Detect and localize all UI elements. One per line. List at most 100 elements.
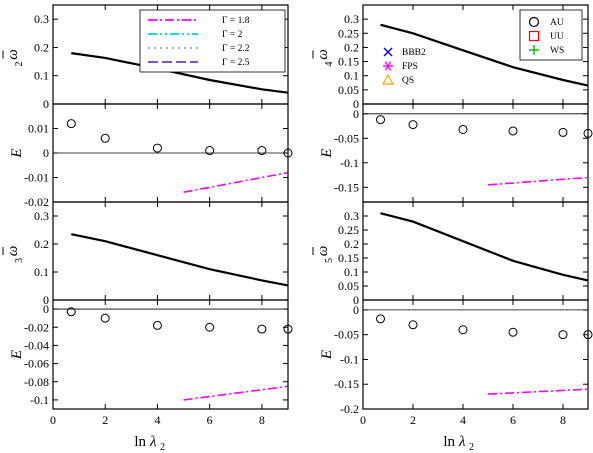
data-point-au (558, 330, 568, 340)
x-label-ln: ln (134, 434, 146, 450)
data-point-au (376, 115, 385, 125)
chart-panel-1: 0 0.1 0.2 0.3 ω 2 (2, 4, 289, 111)
x-axis-label-left: ln λ 2 (134, 434, 165, 453)
legend-label: UU (550, 32, 564, 42)
legend-box (519, 9, 583, 61)
y-tick-label: 0.1 (344, 69, 359, 83)
legend-marker-square (528, 30, 540, 42)
y-tick-label: 0.1 (34, 265, 49, 279)
chart-panel-5: 00.050.10.150.20.250.3 ω 4 (312, 4, 589, 111)
legend-methods-a: AU UU WS (519, 9, 583, 61)
y-tick-label: -0.04 (24, 338, 49, 352)
data-point-au (408, 320, 418, 330)
data-point-au (508, 327, 518, 337)
y-axis-label: ω (5, 49, 21, 60)
y-tick-label: -0.15 (334, 180, 359, 194)
y-axis-label-sub: 2 (14, 62, 25, 67)
x-tick-label: 4 (154, 413, 160, 427)
y-tick-label: 0 (43, 293, 49, 307)
y-axis-label-sub: 5 (324, 258, 335, 263)
y-tick-label: 0.25 (338, 26, 359, 40)
y-axis-label: E (319, 148, 335, 158)
y-tick-label: 0.2 (344, 40, 359, 54)
y-tick-label: 0.3 (34, 12, 49, 26)
series-line-gamma (183, 171, 289, 193)
x-axis-label-right: ln λ 2 (443, 434, 474, 453)
x-tick-label: 2 (102, 413, 108, 427)
series-line-model (71, 233, 289, 287)
chart-panel-4: 0-0.02-0.04-0.06-0.08-0.10 2 4 6 8E (9, 299, 293, 427)
legend-marker-star (384, 61, 392, 71)
legend-label: Γ = 2.5 (222, 58, 250, 68)
y-tick-label: 0 (43, 146, 49, 160)
legend-marker-x (383, 47, 393, 57)
data-point-au (66, 307, 76, 317)
y-tick-label: -0.01 (24, 171, 49, 185)
legend-gamma: Γ = 1.8 Γ = 2 Γ = 2.2 Γ = 2.5 (139, 9, 286, 73)
y-tick-label: -0.02 (24, 195, 49, 209)
y-tick-label: -0.15 (334, 377, 359, 391)
x-tick-label: 6 (207, 413, 213, 427)
data-point-au (152, 143, 162, 153)
x-label-lambda: λ (458, 434, 466, 450)
y-axis-label-sub: 3 (14, 258, 25, 263)
x-tick-label: 8 (560, 413, 566, 427)
y-tick-label: 0.1 (344, 265, 359, 279)
chart-panel-8: 0-0.05-0.1-0.15-0.20 2 4 6 8E (319, 299, 593, 427)
y-tick-label: 0.2 (34, 237, 49, 251)
x-label-ln: ln (443, 434, 455, 450)
x-tick-label: 2 (410, 413, 416, 427)
data-point-au (100, 133, 110, 143)
y-tick-label: 0 (43, 302, 49, 316)
legend-methods-b: BBB2 FPS QS (381, 47, 426, 86)
y-axis-label: E (9, 148, 25, 158)
y-tick-label: 0.3 (34, 209, 49, 223)
chart-panel-7: 00.050.10.150.20.250.3 ω5 (312, 201, 589, 307)
chart-panel-2: -0.02 -0.01 0 0.01 E (9, 103, 293, 209)
y-tick-label: 0 (353, 293, 359, 307)
legend-label: AU (550, 18, 564, 28)
y-tick-label: 0.1 (34, 69, 49, 83)
y-tick-label: 0.25 (338, 223, 359, 237)
y-axis-label: ω (5, 246, 21, 257)
legend-marker-circle (528, 16, 540, 28)
y-tick-label: 0.15 (338, 55, 359, 69)
y-tick-label: -0.08 (24, 375, 49, 389)
data-point-au (408, 120, 418, 130)
y-tick-label: 0.2 (344, 237, 359, 251)
data-point-au (508, 126, 518, 136)
y-axis-label-sub: 4 (324, 62, 335, 67)
chart-panel-6: 0 -0.05 -0.1 -0.15 E (319, 103, 593, 203)
data-point-au (152, 320, 162, 330)
x-tick-label: 6 (510, 413, 516, 427)
y-axis-label: E (319, 350, 335, 360)
x-tick-label: 8 (259, 413, 265, 427)
y-tick-label: -0.2 (340, 402, 359, 416)
x-label-lambda: λ (149, 434, 157, 450)
y-tick-label: 0.01 (28, 122, 49, 136)
data-point-au (558, 127, 568, 137)
y-tick-label: 0 (43, 97, 49, 111)
data-point-au (100, 313, 110, 323)
y-axis-label: E (9, 350, 25, 360)
y-tick-label: -0.05 (334, 131, 359, 145)
x-label-sub: 2 (160, 442, 165, 453)
series-line-gamma (183, 385, 289, 401)
y-tick-label: 0.3 (344, 12, 359, 26)
data-point-au (458, 124, 468, 134)
series-line-gamma (487, 176, 589, 186)
legend-marker-triangle (381, 73, 395, 85)
plot-frame (52, 299, 289, 410)
legend-label: Γ = 2.2 (222, 44, 250, 54)
y-tick-label: 0.2 (34, 40, 49, 54)
x-tick-label: 4 (460, 413, 466, 427)
y-axis-label: ω (315, 246, 331, 257)
y-tick-label: -0.06 (24, 357, 49, 371)
data-point-au (66, 119, 76, 129)
data-point-au (257, 324, 267, 334)
y-tick-label: -0.1 (340, 352, 359, 366)
plot-frame (362, 299, 589, 410)
series-line-model (71, 52, 289, 94)
series-line-model (380, 212, 589, 282)
